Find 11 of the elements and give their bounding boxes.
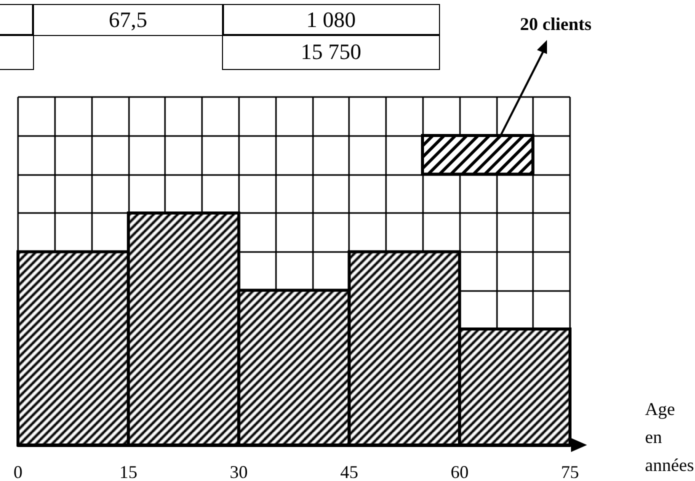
x-tick-label: 75 [561, 462, 579, 481]
text: 20 clients [520, 14, 592, 35]
text: 15 750 [222, 34, 440, 70]
x-tick-label: 60 [450, 462, 469, 481]
x-axis-title: Age en années [645, 398, 695, 477]
x-tick-label: 30 [230, 462, 248, 481]
text: 67,5 [32, 4, 224, 36]
x-tick-label: 45 [340, 462, 358, 481]
x-tick-label: 0 [14, 462, 22, 481]
x-tick-label: 15 [119, 462, 138, 481]
text: 1 080 [222, 4, 440, 36]
